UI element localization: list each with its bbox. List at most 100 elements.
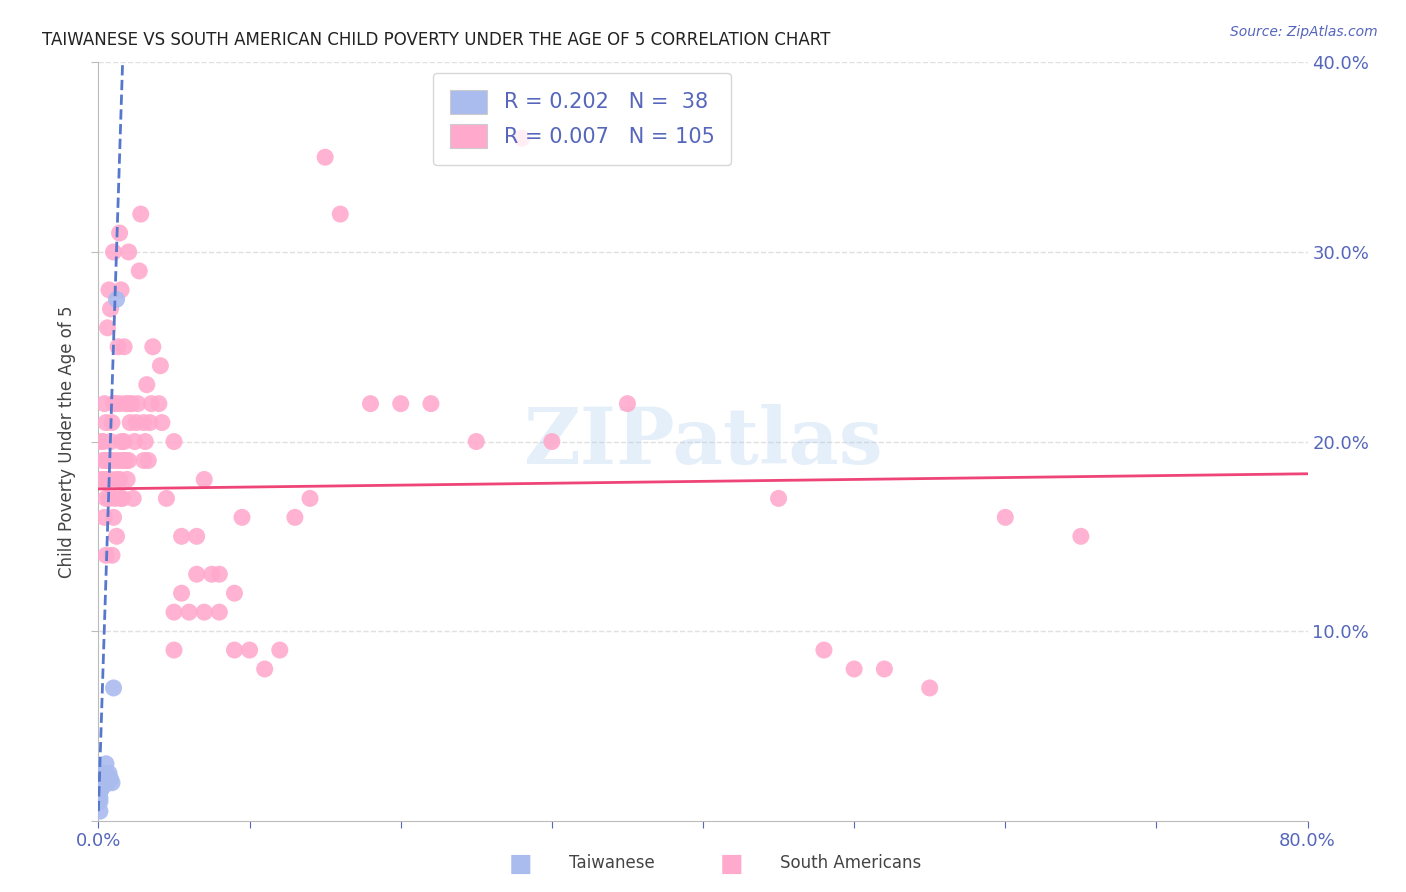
Point [299, 491, 322, 506]
Point [101, 416, 124, 430]
Point [224, 586, 246, 600]
Legend: R = 0.202   N =  38, R = 0.007   N = 105: R = 0.202 N = 38, R = 0.007 N = 105 [433, 73, 731, 165]
Point [148, 396, 170, 410]
Point [112, 434, 135, 449]
Point [89, 780, 111, 794]
Text: ZIPatlas: ZIPatlas [523, 403, 883, 480]
Text: TAIWANESE VS SOUTH AMERICAN CHILD POVERTY UNDER THE AGE OF 5 CORRELATION CHART: TAIWANESE VS SOUTH AMERICAN CHILD POVERT… [42, 31, 831, 49]
Point [329, 207, 352, 221]
Point [103, 244, 125, 259]
Point [89, 776, 111, 790]
Point [89, 766, 111, 780]
Point [132, 416, 155, 430]
Point [111, 453, 134, 467]
Point [89, 795, 111, 809]
Point [105, 293, 128, 307]
Point [110, 434, 132, 449]
Point [134, 434, 156, 449]
Point [89, 778, 111, 792]
Point [107, 453, 129, 467]
Point [139, 416, 162, 430]
Point [101, 776, 124, 790]
Point [94, 453, 117, 467]
Point [90, 778, 112, 792]
Point [110, 491, 132, 506]
Point [93, 510, 115, 524]
Point [93, 776, 115, 790]
Point [94, 416, 117, 430]
Point [89, 781, 111, 796]
Point [193, 473, 215, 487]
Point [149, 359, 172, 373]
Point [269, 643, 291, 657]
Point [170, 586, 193, 600]
Point [89, 776, 111, 790]
Point [108, 473, 131, 487]
Text: Source: ZipAtlas.com: Source: ZipAtlas.com [1230, 25, 1378, 39]
Point [231, 510, 253, 524]
Point [89, 791, 111, 805]
Point [127, 396, 149, 410]
Point [314, 150, 336, 164]
Point [89, 785, 111, 799]
Point [118, 244, 141, 259]
Point [94, 756, 117, 771]
Point [90, 770, 112, 784]
Point [98, 453, 121, 467]
Point [89, 778, 111, 792]
Point [201, 567, 224, 582]
Point [104, 396, 127, 410]
Point [132, 453, 155, 467]
Point [96, 453, 118, 467]
Point [124, 434, 146, 449]
Point [111, 491, 134, 506]
Point [90, 766, 112, 780]
Point [1070, 529, 1092, 543]
Point [768, 491, 790, 506]
Point [90, 773, 112, 788]
Point [90, 434, 112, 449]
Point [108, 396, 131, 410]
Point [163, 643, 186, 657]
Point [98, 766, 121, 780]
Point [105, 529, 128, 543]
Point [101, 548, 124, 563]
Point [120, 416, 142, 430]
Y-axis label: Child Poverty Under the Age of 5: Child Poverty Under the Age of 5 [58, 305, 76, 578]
Point [100, 301, 122, 316]
Point [89, 776, 111, 790]
Point [103, 681, 125, 695]
Point [96, 473, 118, 487]
Point [994, 510, 1017, 524]
Point [90, 776, 112, 790]
Point [94, 548, 117, 563]
Point [118, 396, 141, 410]
Text: ■: ■ [720, 852, 742, 875]
Point [239, 643, 262, 657]
Point [420, 396, 443, 410]
Point [193, 605, 215, 619]
Point [112, 340, 135, 354]
Point [94, 491, 117, 506]
Point [150, 416, 173, 430]
Point [186, 529, 208, 543]
Point [135, 377, 157, 392]
Point [96, 776, 118, 790]
Point [163, 605, 186, 619]
Point [110, 283, 132, 297]
Point [253, 662, 276, 676]
Point [89, 780, 111, 794]
Point [89, 780, 111, 794]
Point [89, 781, 111, 796]
Point [141, 396, 163, 410]
Point [96, 320, 118, 334]
Point [179, 605, 201, 619]
Point [155, 491, 177, 506]
Point [224, 643, 246, 657]
Point [115, 473, 138, 487]
Point [89, 772, 111, 786]
Point [91, 434, 114, 449]
Point [104, 491, 127, 506]
Point [163, 434, 186, 449]
Point [103, 510, 125, 524]
